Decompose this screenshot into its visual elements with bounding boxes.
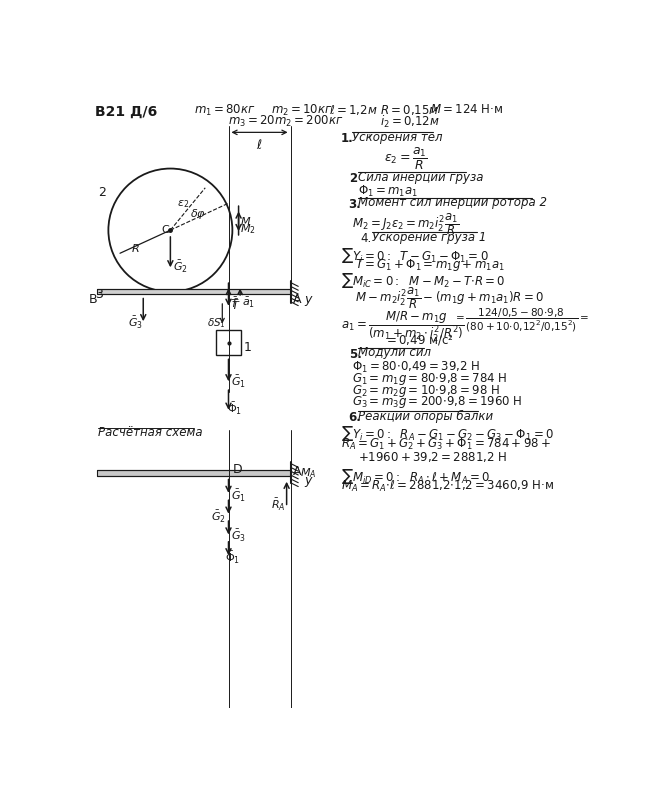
Text: 3.: 3. <box>348 198 361 211</box>
Text: $\varepsilon_2 = \dfrac{a_1}{R}$: $\varepsilon_2 = \dfrac{a_1}{R}$ <box>384 146 427 173</box>
Text: $m_1 = 80кг$: $m_1 = 80кг$ <box>194 103 255 118</box>
Text: $M - m_2 i_2^2 \dfrac{a_1}{R} - (m_1 g + m_1 a_1)R = 0$: $M - m_2 i_2^2 \dfrac{a_1}{R} - (m_1 g +… <box>355 285 543 311</box>
Text: C: C <box>161 225 169 235</box>
Bar <box>97 289 291 294</box>
Text: 4.: 4. <box>360 232 372 246</box>
Text: $\Phi_1 = m_1 a_1$: $\Phi_1 = m_1 a_1$ <box>358 184 418 199</box>
Text: $G_2 = m_2 g = 10{\cdot}9{,}8 = 98$ Н: $G_2 = m_2 g = 10{\cdot}9{,}8 = 98$ Н <box>352 382 500 398</box>
Text: $T = G_1 + \Phi_1 = m_1 g + m_1 a_1$: $T = G_1 + \Phi_1 = m_1 g + m_1 a_1$ <box>355 257 504 273</box>
Text: $\bar{a}_1$: $\bar{a}_1$ <box>242 296 255 309</box>
Text: $\bar{T}$: $\bar{T}$ <box>231 298 240 312</box>
Text: 5.: 5. <box>348 348 361 361</box>
Text: $M_A = R_A {\cdot} \ell = 2881{,}2 {\cdot} 1{,}2 = 3460{,}9$ Н·м: $M_A = R_A {\cdot} \ell = 2881{,}2 {\cdo… <box>341 479 554 494</box>
Text: $M$: $M$ <box>240 215 252 227</box>
Text: y: y <box>304 293 312 306</box>
Text: $\bar{G}_2$: $\bar{G}_2$ <box>173 259 188 275</box>
Text: $\bar{T}$: $\bar{T}$ <box>230 296 240 310</box>
Text: $\bar{\Phi}_1$: $\bar{\Phi}_1$ <box>227 401 242 417</box>
Bar <box>216 330 241 355</box>
Text: $\ell = 1{,}2м$: $\ell = 1{,}2м$ <box>330 103 378 117</box>
Text: $\Phi_1 = 80{\cdot}0{,}49 = 39{,}2$ Н: $\Phi_1 = 80{\cdot}0{,}49 = 39{,}2$ Н <box>352 359 480 374</box>
Text: $G_3 = m_3 g = 200{\cdot}9{,}8 = 1960$ Н: $G_3 = m_3 g = 200{\cdot}9{,}8 = 1960$ Н <box>352 394 523 410</box>
Text: $M_2$: $M_2$ <box>240 223 256 236</box>
Text: Расчётная схема: Расчётная схема <box>98 426 203 440</box>
Text: $G_1 = m_1 g = 80{\cdot}9{,}8 = 784$ Н: $G_1 = m_1 g = 80{\cdot}9{,}8 = 784$ Н <box>352 371 508 387</box>
Text: 3: 3 <box>95 288 103 301</box>
Text: Ускорение груза 1: Ускорение груза 1 <box>372 231 486 244</box>
Bar <box>97 470 291 475</box>
Text: $a_1 = \dfrac{M/R - m_1 g}{(m_1 + m_2 \cdot i_2^2/R^2)}$: $a_1 = \dfrac{M/R - m_1 g}{(m_1 + m_2 \c… <box>341 309 465 344</box>
Text: $\bar{\Phi}_1$: $\bar{\Phi}_1$ <box>225 549 240 566</box>
Text: $\ell$: $\ell$ <box>256 138 263 152</box>
Text: 6.: 6. <box>348 411 361 424</box>
Text: $M_A$: $M_A$ <box>300 467 316 480</box>
Text: $\bar{G}_3$: $\bar{G}_3$ <box>231 528 246 544</box>
Text: $\bar{G}_1$: $\bar{G}_1$ <box>231 374 246 390</box>
Text: $= \dfrac{124/0{,}5 - 80{\cdot}9{,}8}{(80+10{\cdot}0{,}12^2/0{,}15^2)}=$: $= \dfrac{124/0{,}5 - 80{\cdot}9{,}8}{(8… <box>453 307 589 334</box>
Text: $\sum M_{iD}{=}0{:}$  $R_A \cdot \ell + M_A = 0$: $\sum M_{iD}{=}0{:}$ $R_A \cdot \ell + M… <box>341 467 490 486</box>
Text: $m_2 = 10кг$: $m_2 = 10кг$ <box>271 103 333 118</box>
Text: $R_A = G_1 + G_2 + G_3 + \Phi_1 = 784 + 98 +$: $R_A = G_1 + G_2 + G_3 + \Phi_1 = 784 + … <box>341 437 551 452</box>
Text: 1: 1 <box>243 341 251 354</box>
Text: 1.: 1. <box>341 132 354 145</box>
Text: $\bar{G}_1$: $\bar{G}_1$ <box>231 488 246 504</box>
Text: $\varepsilon_2$: $\varepsilon_2$ <box>177 198 188 210</box>
Text: $\delta S_1$: $\delta S_1$ <box>207 316 226 330</box>
Text: A: A <box>293 465 302 478</box>
Text: $M{=}124$ Н·м: $M{=}124$ Н·м <box>430 103 503 116</box>
Text: R: R <box>131 244 139 254</box>
Text: Ускорения тел: Ускорения тел <box>352 131 442 144</box>
Text: $\sum M_{iC}{=}0{:}$  $M - M_2 - T{\cdot}R = 0$: $\sum M_{iC}{=}0{:}$ $M - M_2 - T{\cdot}… <box>341 271 505 290</box>
Text: Модули сил: Модули сил <box>358 347 431 359</box>
Text: $\sum Y_i{=}0{:}$  $R_A - G_1 - G_2 - G_3 - \Phi_1 = 0$: $\sum Y_i{=}0{:}$ $R_A - G_1 - G_2 - G_3… <box>341 425 554 443</box>
Text: $^у$: $^у$ <box>368 132 374 142</box>
Text: D: D <box>233 463 242 476</box>
Text: 2: 2 <box>98 186 106 200</box>
Text: $\bar{R}_A$: $\bar{R}_A$ <box>271 498 286 514</box>
Text: 2: 2 <box>348 173 357 185</box>
Text: $i_2{=}0{,}12м$: $i_2{=}0{,}12м$ <box>380 114 439 130</box>
Text: $m_3{=}20m_2{=}200кг$: $m_3{=}20m_2{=}200кг$ <box>229 114 344 129</box>
Text: $= 0{,}49$ м/с²: $= 0{,}49$ м/с² <box>384 332 453 347</box>
Text: $R{=}0{,}15м$: $R{=}0{,}15м$ <box>380 103 439 117</box>
Text: Сила инерции груза: Сила инерции груза <box>358 171 484 184</box>
Text: Реакции опоры балки: Реакции опоры балки <box>358 409 493 423</box>
Text: $M_2 = J_2 \varepsilon_2 = m_2 i_2^2 \dfrac{a_1}{R}$: $M_2 = J_2 \varepsilon_2 = m_2 i_2^2 \df… <box>352 211 460 237</box>
Text: Момент сил инерции ротора 2: Момент сил инерции ротора 2 <box>358 196 547 209</box>
Text: $\bar{G}_3$: $\bar{G}_3$ <box>128 315 143 331</box>
Text: A: A <box>293 293 302 306</box>
Text: y: y <box>304 475 312 487</box>
Text: B: B <box>89 293 98 306</box>
Text: $\bar{G}_2$: $\bar{G}_2$ <box>211 509 226 525</box>
Text: $\delta\varphi$: $\delta\varphi$ <box>190 207 206 221</box>
Text: B21 Д/6: B21 Д/6 <box>95 105 157 118</box>
Text: $\sum Y_i{=}0{:}$  $T - G_1 - \Phi_1 = 0$: $\sum Y_i{=}0{:}$ $T - G_1 - \Phi_1 = 0$ <box>341 246 489 265</box>
Text: $+ 1960 + 39{,}2 = 2881{,}2$ Н: $+ 1960 + 39{,}2 = 2881{,}2$ Н <box>358 450 507 463</box>
